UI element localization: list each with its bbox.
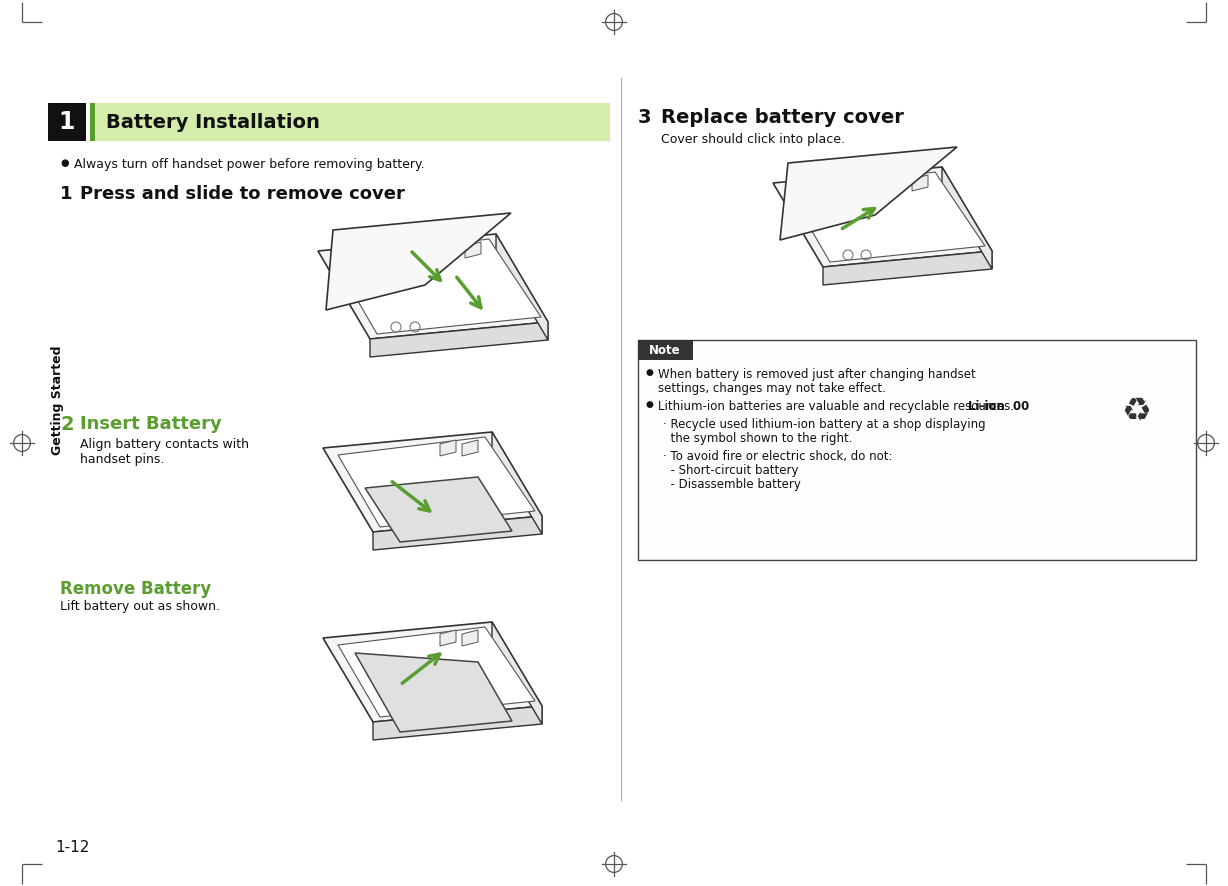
Polygon shape [325, 213, 511, 310]
Polygon shape [440, 440, 456, 456]
Polygon shape [912, 175, 928, 191]
Text: When battery is removed just after changing handset: When battery is removed just after chang… [658, 368, 976, 381]
Polygon shape [465, 242, 481, 258]
Polygon shape [496, 234, 548, 340]
Text: - Short-circuit battery: - Short-circuit battery [663, 464, 798, 477]
Text: 3: 3 [639, 108, 652, 127]
Bar [639, 340, 1196, 560]
Text: Lithium-ion batteries are valuable and recyclable resources.: Lithium-ion batteries are valuable and r… [658, 400, 1014, 413]
Polygon shape [462, 440, 478, 456]
Polygon shape [780, 147, 957, 240]
Bar [90, 103, 610, 141]
Text: - Disassemble battery: - Disassemble battery [663, 478, 801, 491]
Text: Press and slide to remove cover: Press and slide to remove cover [80, 185, 405, 203]
Polygon shape [823, 251, 992, 285]
Polygon shape [788, 172, 985, 262]
Text: Getting Started: Getting Started [52, 346, 65, 455]
Bar [48, 103, 86, 141]
Text: Cover should click into place.: Cover should click into place. [661, 133, 845, 146]
Text: settings, changes may not take effect.: settings, changes may not take effect. [658, 382, 885, 395]
Text: ●: ● [646, 368, 653, 377]
Text: Align battery contacts with: Align battery contacts with [80, 438, 249, 451]
Polygon shape [442, 242, 458, 258]
Polygon shape [890, 175, 906, 191]
Text: 1: 1 [59, 110, 75, 134]
Polygon shape [440, 630, 456, 646]
Text: Insert Battery: Insert Battery [80, 415, 222, 433]
Polygon shape [323, 622, 542, 722]
Text: · Recycle used lithium-ion battery at a shop displaying: · Recycle used lithium-ion battery at a … [663, 418, 986, 431]
Polygon shape [492, 432, 542, 534]
Bar [90, 103, 95, 141]
Text: Replace battery cover: Replace battery cover [661, 108, 904, 127]
Text: ●: ● [60, 158, 69, 168]
Polygon shape [373, 706, 542, 740]
Polygon shape [323, 432, 542, 532]
Polygon shape [338, 627, 535, 717]
Polygon shape [462, 630, 478, 646]
Text: Lift battery out as shown.: Lift battery out as shown. [60, 600, 220, 613]
Text: 2: 2 [60, 415, 74, 434]
Text: Always turn off handset power before removing battery.: Always turn off handset power before rem… [74, 158, 425, 171]
Text: Li-ion  00: Li-ion 00 [968, 400, 1029, 413]
Text: Remove Battery: Remove Battery [60, 580, 211, 598]
Text: ♻: ♻ [1121, 395, 1151, 428]
Polygon shape [333, 239, 542, 334]
Polygon shape [338, 437, 535, 527]
Text: handset pins.: handset pins. [80, 453, 165, 466]
Polygon shape [373, 516, 542, 550]
Bar [639, 340, 693, 360]
Text: 1: 1 [60, 185, 72, 203]
Polygon shape [318, 234, 548, 339]
Text: Battery Installation: Battery Installation [106, 113, 319, 131]
Polygon shape [772, 167, 992, 267]
Polygon shape [370, 322, 548, 357]
Polygon shape [365, 477, 512, 542]
Text: · To avoid fire or electric shock, do not:: · To avoid fire or electric shock, do no… [663, 450, 893, 463]
Polygon shape [355, 653, 512, 732]
Polygon shape [492, 622, 542, 724]
Text: 1-12: 1-12 [55, 840, 90, 855]
Text: the symbol shown to the right.: the symbol shown to the right. [663, 432, 852, 445]
Text: ●: ● [646, 400, 653, 409]
Text: Note: Note [650, 344, 680, 356]
Polygon shape [942, 167, 992, 269]
